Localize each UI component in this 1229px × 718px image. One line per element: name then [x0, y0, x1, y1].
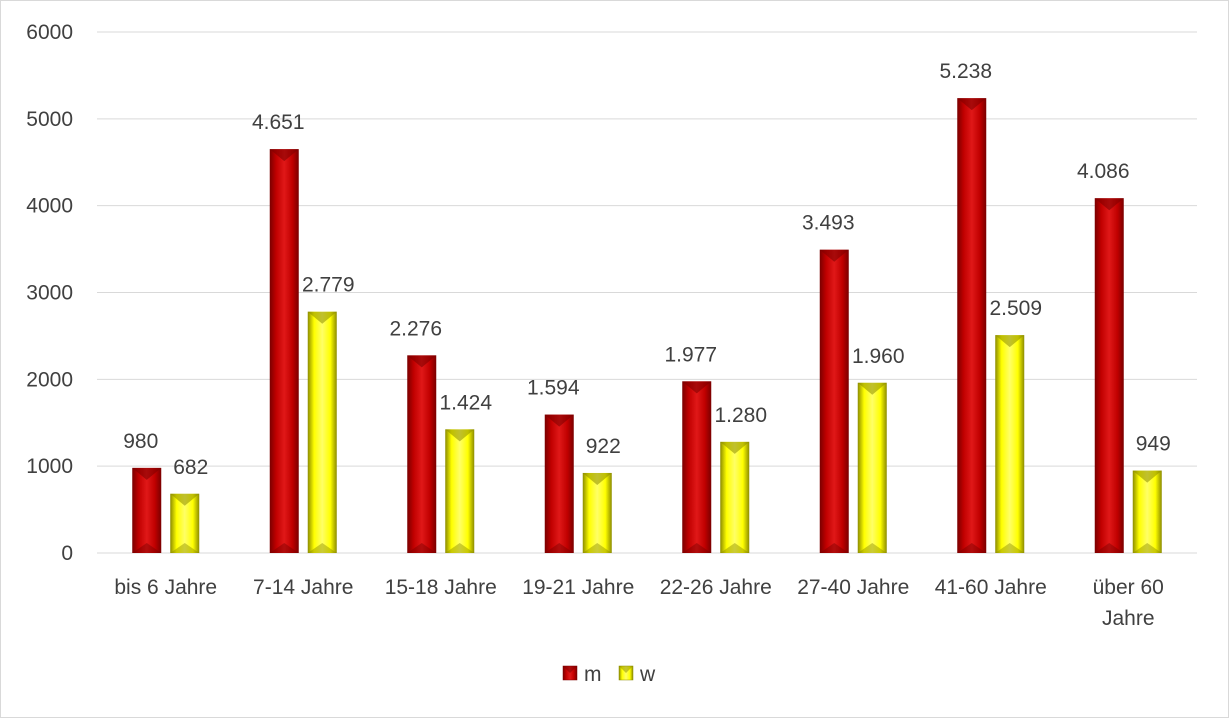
data-label-w: 2.779 — [302, 274, 355, 297]
bar-m — [132, 467, 162, 553]
data-label-m: 1.594 — [527, 377, 580, 400]
bar-m — [407, 355, 437, 553]
x-tick-label: bis 6 Jahre — [114, 576, 217, 599]
x-tick-label: Jahre — [1102, 607, 1155, 630]
data-label-w: 949 — [1136, 433, 1171, 456]
x-axis-tick-labels: bis 6 Jahre 7-14 Jahre 15-18 Jahre 19-21 Ja… — [114, 576, 1163, 630]
x-tick-label: 22-26 Jahre — [660, 576, 772, 599]
bar-w — [1132, 470, 1162, 553]
bar-w — [170, 493, 200, 553]
data-label-w: 922 — [586, 435, 621, 458]
bar-m — [269, 149, 299, 553]
y-tick-label: 3000 — [26, 282, 73, 305]
bar-m — [544, 414, 574, 553]
data-label-m: 2.276 — [389, 317, 442, 340]
y-tick-label: 4000 — [26, 195, 73, 218]
x-tick-label: 27-40 Jahre — [797, 576, 909, 599]
data-label-m: 1.977 — [664, 343, 717, 366]
data-labels: 980 682 4.651 2.779 2.276 1.424 1.594 922 1.977 1… — [123, 60, 1171, 479]
legend-label: w — [639, 663, 656, 686]
bar-w — [582, 472, 612, 553]
x-tick-label: über 60 — [1093, 576, 1164, 599]
data-label-m: 4.086 — [1077, 160, 1130, 183]
x-tick-label: 15-18 Jahre — [385, 576, 497, 599]
data-label-m: 3.493 — [802, 212, 855, 235]
y-tick-label: 1000 — [26, 455, 73, 478]
data-label-m: 5.238 — [939, 60, 992, 83]
data-label-m: 4.651 — [252, 111, 305, 134]
bar-w — [995, 335, 1025, 553]
legend-label: m — [584, 663, 602, 686]
bar-m — [957, 98, 987, 554]
x-tick-label: 19-21 Jahre — [522, 576, 634, 599]
y-tick-label: 2000 — [26, 368, 73, 391]
bar-w — [720, 441, 750, 553]
data-label-m: 980 — [123, 430, 158, 453]
bars — [132, 98, 1162, 554]
bar-m — [1094, 198, 1124, 553]
y-tick-label: 6000 — [26, 21, 73, 44]
x-tick-label: 7-14 Jahre — [253, 576, 353, 599]
legend-item-m: m — [562, 663, 602, 686]
data-label-w: 2.509 — [989, 297, 1042, 320]
bar-w — [307, 311, 337, 553]
y-tick-label: 0 — [61, 542, 73, 565]
data-label-w: 1.960 — [852, 345, 905, 368]
bar-w — [445, 429, 475, 553]
data-label-w: 682 — [173, 456, 208, 479]
bar-w — [857, 382, 887, 553]
y-axis-tick-labels: 0 1000 2000 3000 4000 5000 6000 — [26, 21, 73, 565]
data-label-w: 1.424 — [439, 391, 492, 414]
x-tick-label: 41-60 Jahre — [935, 576, 1047, 599]
y-tick-label: 5000 — [26, 108, 73, 131]
bar-m — [682, 381, 712, 553]
legend-item-w: w — [618, 663, 656, 686]
data-label-w: 1.280 — [714, 404, 767, 427]
bar-m — [819, 249, 849, 553]
